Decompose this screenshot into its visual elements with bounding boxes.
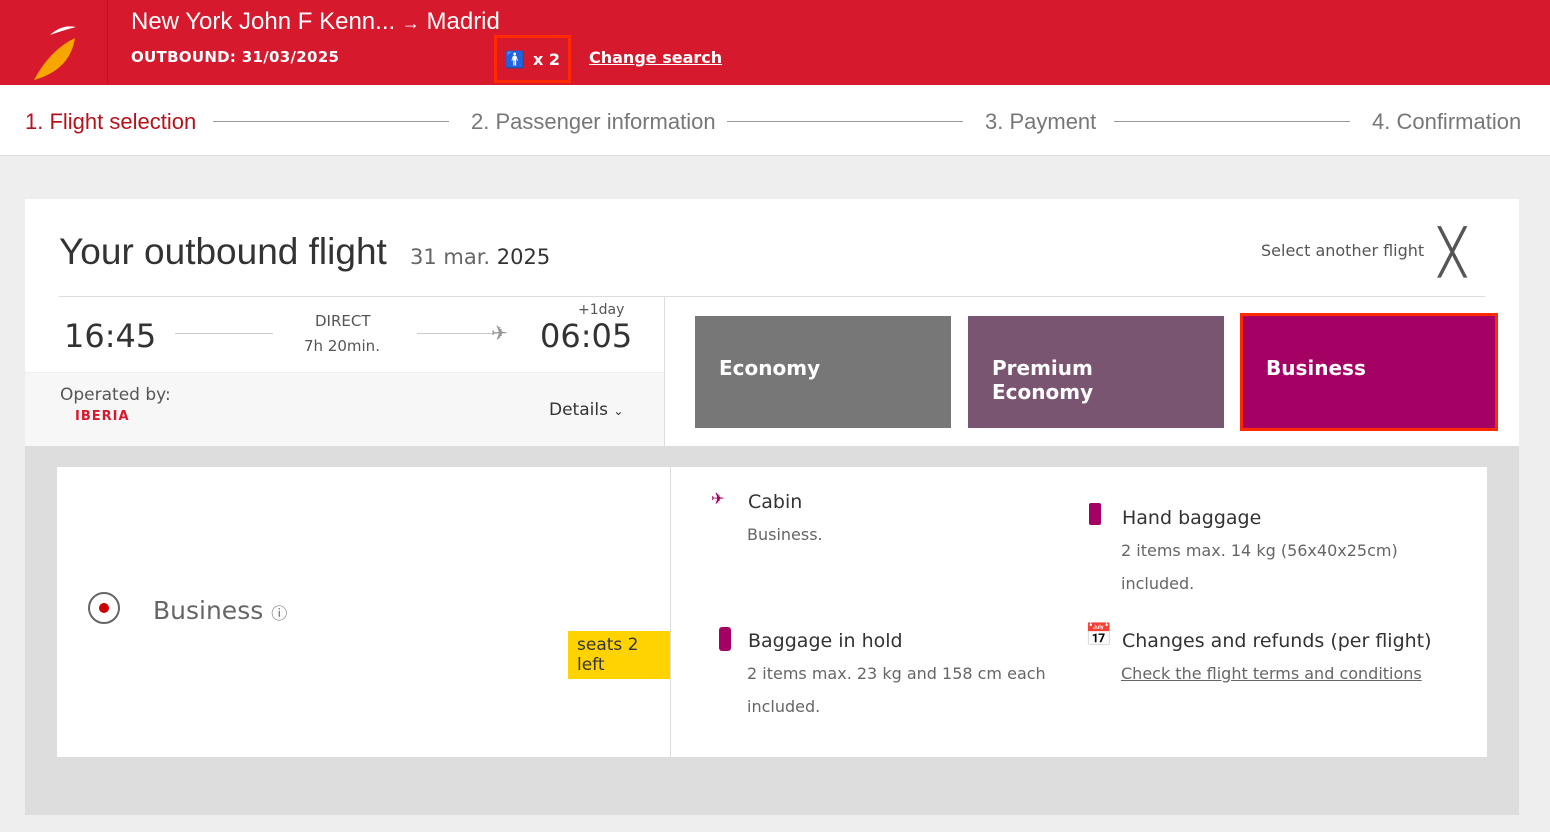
iberia-airline-logo: IBERIA: [75, 409, 130, 424]
baggage-hold-icon: [719, 627, 731, 651]
departure-time: 16:45: [64, 317, 157, 355]
hand-baggage-included: included.: [1121, 574, 1195, 593]
outbound-date: OUTBOUND: 31/03/2025: [131, 48, 340, 66]
divider: [727, 121, 963, 122]
cabin-title: Cabin: [748, 491, 803, 513]
baggage-hold-included: included.: [747, 697, 821, 716]
flight-type: DIRECT: [315, 312, 371, 330]
step-flight-selection: 1. Flight selection: [25, 109, 197, 134]
origin: New York John F Kenn...: [131, 8, 396, 35]
divider: [213, 121, 449, 122]
fare-premium-economy[interactable]: Premium Economy: [968, 316, 1224, 428]
divider: [417, 333, 497, 334]
changes-title: Changes and refunds (per flight): [1122, 630, 1432, 652]
arrow-icon: →: [401, 13, 420, 33]
passengers-count[interactable]: 🚹 x 2: [494, 35, 571, 83]
iberia-logo[interactable]: [0, 0, 108, 85]
cabin-desc: Business.: [747, 525, 823, 544]
passengers-label: x 2: [532, 49, 560, 69]
plane-icon: ✈: [491, 321, 508, 345]
fare-economy[interactable]: Economy: [695, 316, 951, 428]
fare-label: Business ⓘ: [153, 596, 288, 625]
info-icon[interactable]: ⓘ: [271, 604, 288, 623]
step-passenger-information: 2. Passenger information: [471, 109, 716, 134]
flight-date: 31 mar. 2025: [410, 245, 551, 269]
divider: [175, 333, 273, 334]
close-icon[interactable]: ╳: [1439, 227, 1466, 278]
arrival-time: 06:05: [540, 317, 633, 355]
change-search-link[interactable]: Change search: [589, 48, 723, 67]
divider: [1114, 121, 1350, 122]
operated-by-label: Operated by:: [60, 385, 171, 405]
page-title: Your outbound flight: [59, 231, 387, 272]
header: New York John F Kenn... → Madrid OUTBOUN…: [0, 0, 1550, 85]
destination: Madrid: [426, 8, 500, 35]
flight-duration: 7h 20min.: [304, 337, 380, 355]
baggage-hold-desc: 2 items max. 23 kg and 158 cm each: [747, 664, 1046, 683]
fare-business[interactable]: Business: [1240, 313, 1498, 431]
flight-summary: 16:45 DIRECT 7h 20min. ✈ +1day 06:05 Ope…: [25, 297, 665, 446]
select-another-flight-link[interactable]: Select another flight: [1261, 241, 1425, 260]
details-button[interactable]: Details ⌄: [549, 400, 624, 420]
calendar-icon: 📅: [1085, 623, 1113, 648]
person-icon: 🚹: [505, 49, 525, 69]
seats-left-badge: seats 2 left: [568, 631, 670, 679]
baggage-hold-title: Baggage in hold: [748, 630, 903, 652]
plus-day: +1day: [578, 302, 625, 318]
fare-details: Business ⓘ seats 2 left ✈ Cabin Business…: [57, 467, 1487, 757]
terms-link[interactable]: Check the flight terms and conditions: [1121, 664, 1422, 683]
step-payment: 3. Payment: [985, 109, 1097, 134]
business-radio[interactable]: [88, 592, 120, 624]
flight-card: Your outbound flight 31 mar. 2025 Select…: [25, 199, 1519, 815]
divider: [59, 296, 1485, 297]
plane-icon: ✈: [711, 489, 725, 508]
hand-baggage-desc: 2 items max. 14 kg (56x40x25cm): [1121, 541, 1398, 560]
route-title: New York John F Kenn... → Madrid: [131, 8, 500, 36]
hand-baggage-icon: [1089, 503, 1101, 525]
progress-steps: 1. Flight selection 2. Passenger informa…: [0, 85, 1550, 156]
step-confirmation: 4. Confirmation: [1372, 109, 1522, 134]
hand-baggage-title: Hand baggage: [1122, 507, 1262, 529]
chevron-down-icon: ⌄: [613, 404, 624, 418]
